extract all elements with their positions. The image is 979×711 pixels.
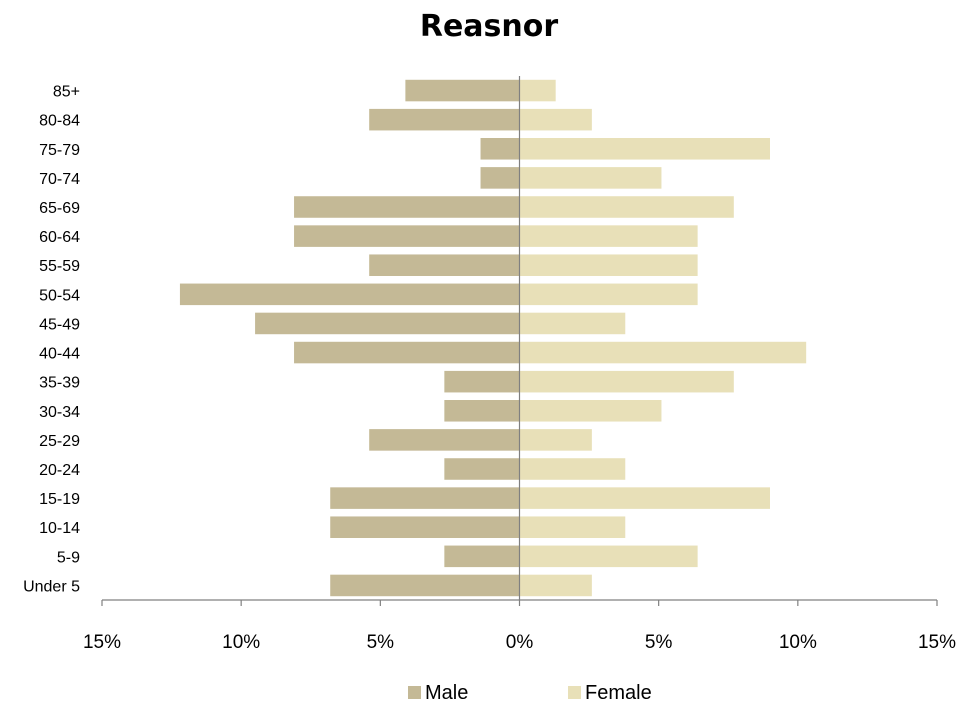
bar-female-55-59 (519, 254, 698, 276)
bar-female-25-29 (519, 429, 592, 451)
x-tick-label: 10% (222, 632, 260, 653)
bar-male-45-49 (255, 312, 520, 335)
bar-female-75-79 (519, 138, 770, 160)
bar-female-60-64 (519, 225, 698, 247)
bar-male-25-29 (369, 429, 520, 451)
category-label-60-64: 60-64 (39, 229, 80, 246)
category-label-50-54: 50-54 (39, 287, 80, 304)
bar-male-80-84 (369, 108, 520, 131)
bar-female-40-44 (519, 341, 807, 364)
bar-male-30-34 (444, 400, 520, 422)
bar-female-85- (519, 79, 556, 102)
bar-female-5-9 (519, 545, 698, 568)
category-label-under-5: Under 5 (23, 578, 80, 595)
bar-male-5-9 (444, 545, 520, 568)
category-label-35-39: 35-39 (39, 375, 80, 392)
category-label-65-69: 65-69 (39, 200, 80, 217)
bar-male-15-19 (330, 487, 520, 509)
category-label-10-14: 10-14 (39, 520, 80, 537)
chart-title: Reasnor (420, 9, 559, 44)
bar-male-20-24 (444, 458, 520, 480)
axis-layer: 15% 10% 5% 0% 5% 10% 15% (83, 76, 956, 653)
category-label-40-44: 40-44 (39, 346, 80, 363)
x-tick-label: 10% (779, 632, 817, 653)
category-label-30-34: 30-34 (39, 404, 80, 421)
x-tick-label: 5% (645, 632, 673, 653)
bar-female-80-84 (519, 108, 592, 131)
bar-female-15-19 (519, 487, 770, 509)
x-tick-label: 5% (367, 632, 395, 653)
bar-male-50-54 (179, 283, 520, 306)
legend-label-male: Male (425, 682, 468, 704)
bar-male-75-79 (480, 138, 520, 160)
legend-swatch-male (408, 686, 421, 699)
category-label-85-: 85+ (53, 84, 80, 101)
bar-female-10-14 (519, 516, 626, 538)
bar-male-70-74 (480, 167, 520, 189)
category-label-20-24: 20-24 (39, 462, 80, 479)
bar-female-45-49 (519, 312, 626, 335)
bar-male-55-59 (369, 254, 520, 276)
x-tick-label: 15% (83, 632, 121, 653)
bar-female-20-24 (519, 458, 626, 480)
legend: Male Female (408, 682, 652, 704)
bar-male-65-69 (294, 196, 520, 218)
legend-label-female: Female (585, 682, 652, 704)
x-tick-label: 15% (918, 632, 956, 653)
bar-male-85- (405, 79, 520, 102)
bar-male-under-5 (330, 574, 520, 597)
category-label-45-49: 45-49 (39, 316, 80, 333)
bar-female-50-54 (519, 283, 698, 306)
category-label-80-84: 80-84 (39, 113, 80, 130)
bar-male-10-14 (330, 516, 520, 538)
bar-female-65-69 (519, 196, 734, 218)
category-labels: Under 5 5-9 10-14 15-19 20-24 25-29 30-34 35-39… (23, 84, 80, 596)
category-label-15-19: 15-19 (39, 491, 80, 508)
category-label-25-29: 25-29 (39, 433, 80, 450)
category-label-55-59: 55-59 (39, 258, 80, 275)
legend-swatch-female (568, 686, 581, 699)
bar-female-35-39 (519, 370, 734, 393)
bar-female-70-74 (519, 167, 662, 189)
bar-female-under-5 (519, 574, 592, 597)
category-label-5-9: 5-9 (57, 549, 80, 566)
category-label-75-79: 75-79 (39, 142, 80, 159)
bar-male-35-39 (444, 370, 520, 393)
bar-male-40-44 (294, 341, 520, 364)
bars-layer (179, 79, 807, 597)
bar-male-60-64 (294, 225, 520, 247)
bar-female-30-34 (519, 400, 662, 422)
x-tick-label: 0% (506, 632, 534, 653)
category-label-70-74: 70-74 (39, 171, 80, 188)
